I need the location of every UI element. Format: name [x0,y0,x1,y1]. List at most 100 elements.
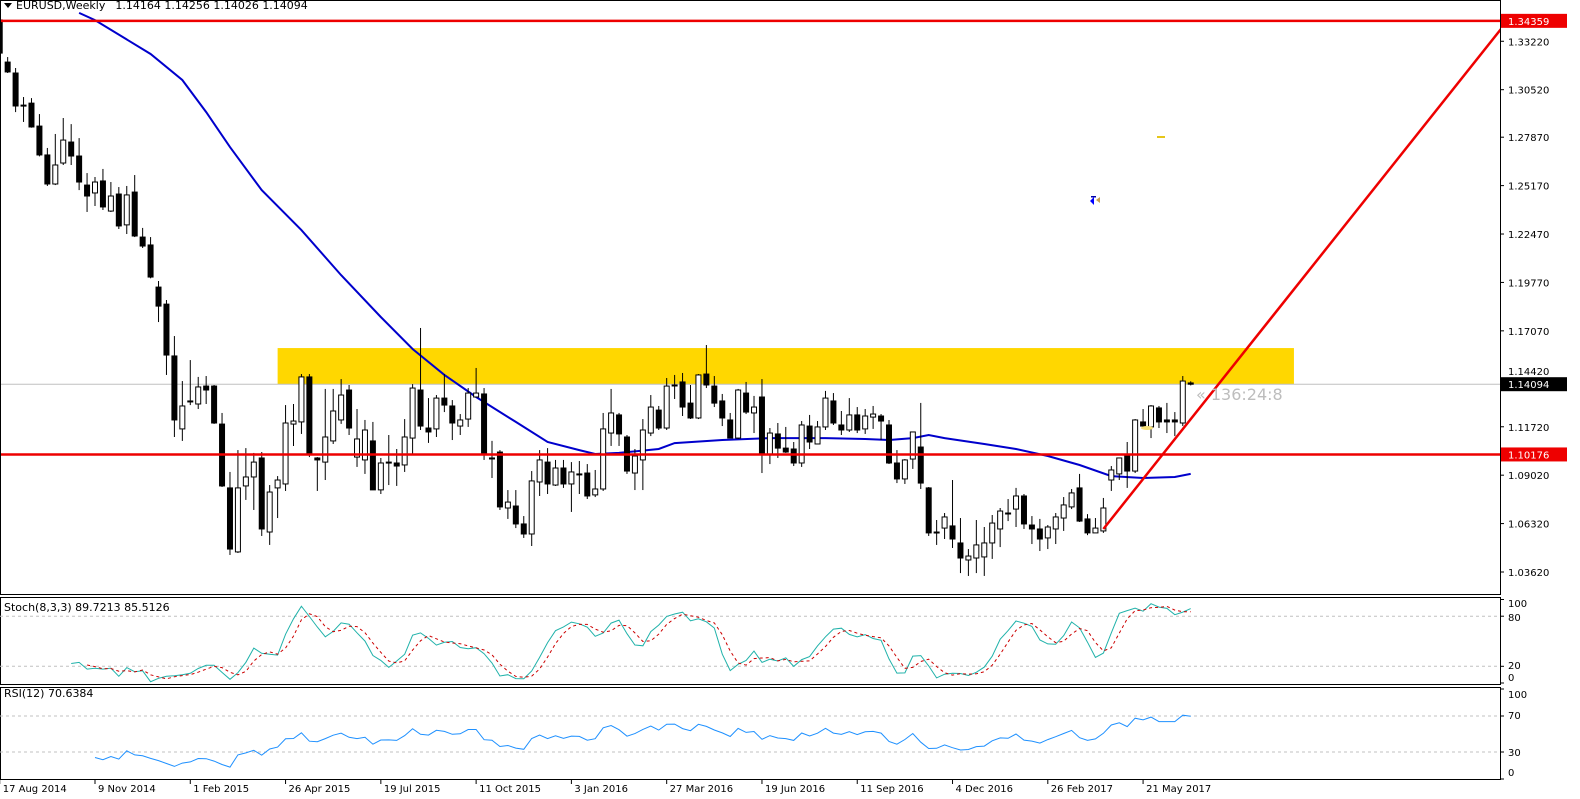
candle [504,490,511,519]
candle [139,227,146,249]
stoch-tick-label: 20 [1508,661,1521,672]
candle [782,426,789,453]
candle [925,487,932,536]
candle [774,423,781,458]
candle-body [99,180,106,208]
candle [1108,466,1115,491]
candle-body [1171,419,1178,423]
time-tick-label: 26 Apr 2015 [289,784,351,795]
candle-body [147,244,154,278]
candle [84,173,91,212]
candle [909,431,916,469]
candle-body [782,447,789,453]
candle-body [1013,495,1020,510]
candle-body [76,155,83,183]
candle-body [830,400,837,424]
candle-body [806,425,813,443]
candle-body [226,487,233,550]
candle-body [727,419,734,439]
candle [592,469,599,498]
candle [12,67,19,113]
candle [886,419,892,465]
candle-body [1044,526,1051,539]
candle [1076,473,1083,522]
candle [20,97,27,122]
candle-body [354,438,361,458]
candle [441,374,448,413]
candle [1132,419,1139,474]
panel-frame [0,687,1501,780]
candle [862,409,869,434]
candle [830,393,837,425]
time-tick-label: 17 Aug 2014 [3,784,67,795]
candle-body [520,523,527,535]
time-tick-label: 27 Mar 2016 [670,784,733,795]
candle [973,520,980,574]
candle [92,177,98,207]
supply-zone-rectangle[interactable] [277,348,1294,385]
candle [290,403,297,446]
candle [306,374,313,458]
stoch-main-line [71,603,1191,683]
candle-body [60,139,67,164]
candle-body [473,392,480,398]
candle-body [576,473,583,476]
ohlc-values: 1.14164 1.14256 1.14026 1.14094 [115,0,308,12]
candle-body [798,424,805,464]
triangle-down-icon[interactable] [4,3,12,8]
price-tick-label: 1.30520 [1508,86,1549,97]
price-tick-label: 1.25170 [1508,182,1549,193]
candle [1052,513,1059,545]
candle [496,450,503,510]
time-tick-label: 26 Feb 2017 [1051,784,1113,795]
price-tick-label: 1.22470 [1508,230,1549,241]
candle-body [957,542,964,559]
candle-body [1060,504,1067,519]
candle-body [592,488,599,496]
candle-body [560,467,567,485]
candle-body [854,414,861,431]
candle-body [552,467,559,486]
stochastic-panel: Stoch(8,3,3) 89.7213 85.5126 [0,601,1500,683]
candle-body [234,487,241,553]
candle-body [735,389,742,439]
order-marker-icon [1157,136,1165,138]
candle-body [1036,528,1043,540]
trendline[interactable] [1102,20,1508,530]
candle [957,518,964,574]
candle [258,452,265,536]
candle [1171,412,1178,437]
time-tick-label: 11 Sep 2016 [860,784,923,795]
candle-body [933,531,940,534]
price-tick-label: 1.27870 [1508,133,1549,144]
candle [44,147,51,186]
candle-body [973,544,980,559]
candle-body [1005,512,1012,515]
candle [727,412,734,439]
bar-countdown-text: « 136:24:8 [1196,385,1283,404]
price-tick-label: 1.19770 [1508,278,1549,289]
candle [457,414,464,436]
candle-body [107,195,114,212]
arrow-marker-icon [1090,197,1094,205]
candle [1020,494,1027,529]
candle-body [1052,516,1059,530]
candle-body [211,385,218,424]
candle-body [989,522,996,544]
candle [266,485,273,545]
panel-frames [0,0,1501,780]
candle-body [155,286,162,307]
candle-body [901,459,908,480]
hline-price-label: 1.10176 [1508,450,1549,461]
candle [346,384,353,436]
candle-body [719,400,726,419]
candle-body [123,194,130,226]
candle-body [1132,419,1139,472]
candle [369,421,376,491]
candle [536,450,543,496]
candle-body [449,405,456,424]
candle-body [766,432,773,455]
candle [234,450,241,553]
